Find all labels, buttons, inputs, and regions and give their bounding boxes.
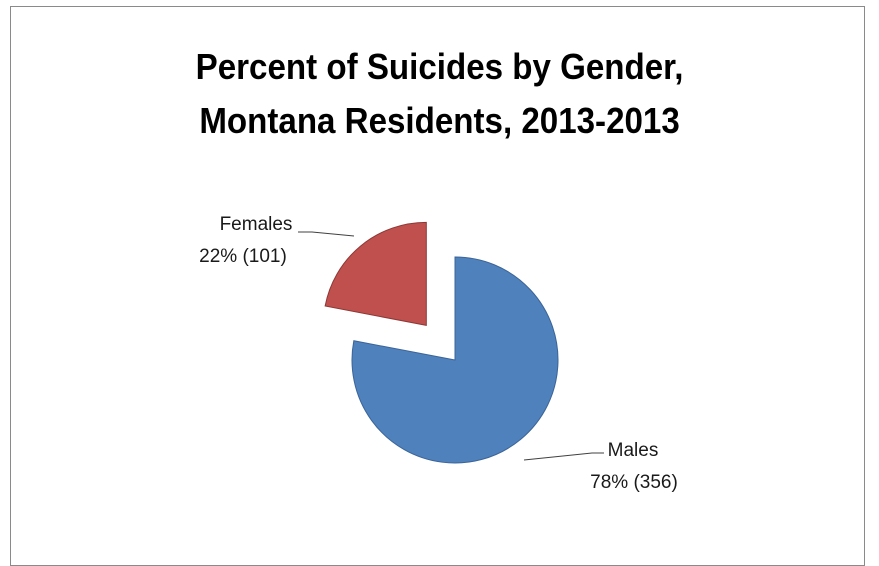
- chart-title-line-1: Percent of Suicides by Gender,: [195, 46, 684, 87]
- slice-label-males-name: Males: [608, 440, 659, 461]
- chart-title: Percent of Suicides by Gender, Montana R…: [35, 40, 844, 148]
- pie-chart: Females 22% (101) Males 78% (356): [199, 214, 678, 493]
- slice-label-males-value: 78% (356): [590, 472, 678, 493]
- chart-frame: [10, 6, 865, 566]
- pie-slice-females: [324, 221, 427, 326]
- chart-title-line-2: Montana Residents, 2013-2013: [199, 100, 680, 141]
- leader-line-females: [298, 231, 355, 237]
- slice-label-females-name: Females: [220, 214, 293, 235]
- pie-slice-males: [351, 256, 559, 464]
- leader-line-males: [523, 452, 604, 461]
- slice-label-females-value: 22% (101): [199, 246, 287, 267]
